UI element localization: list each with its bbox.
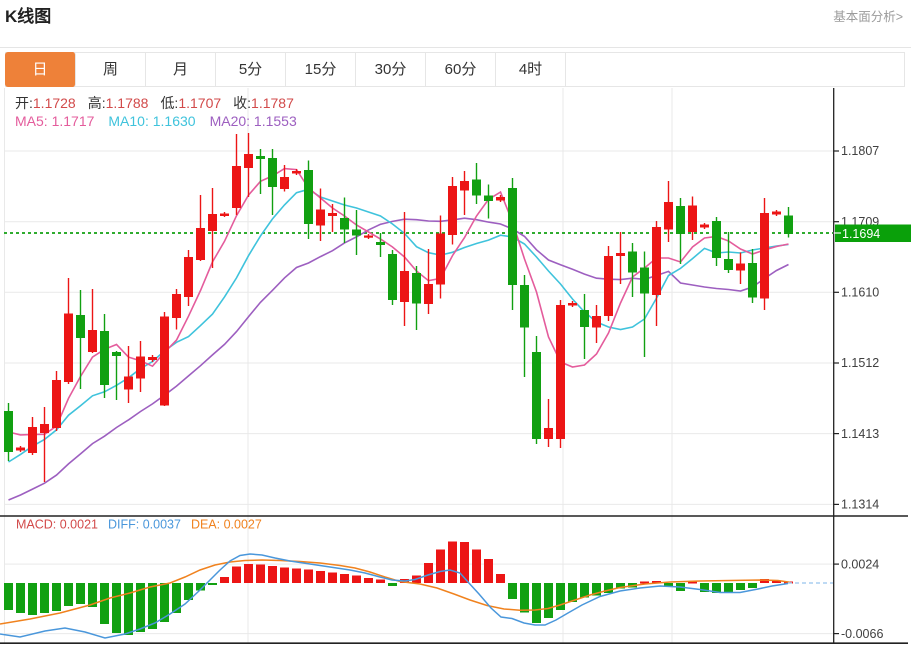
svg-text:1.1314: 1.1314 (841, 498, 879, 512)
svg-text:1.1807: 1.1807 (841, 144, 879, 158)
svg-text:0.0024: 0.0024 (841, 557, 879, 571)
svg-text:1.1694: 1.1694 (842, 227, 880, 241)
svg-text:1.1512: 1.1512 (841, 356, 879, 370)
svg-text:1.1413: 1.1413 (841, 427, 879, 441)
svg-text:1.1610: 1.1610 (841, 286, 879, 300)
svg-text:-0.0066: -0.0066 (841, 627, 883, 641)
